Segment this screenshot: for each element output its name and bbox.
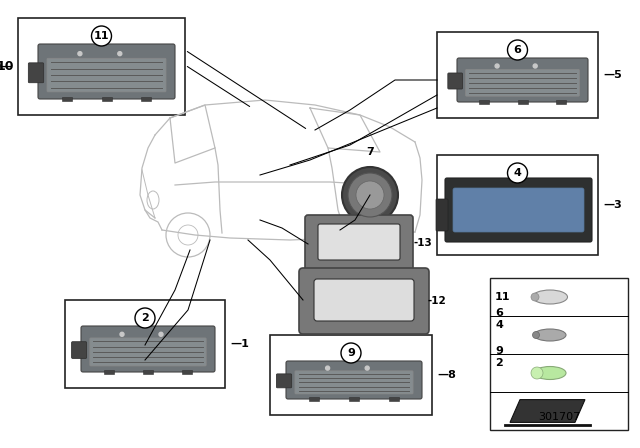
Circle shape [118,52,122,56]
Text: 301707: 301707 [538,412,580,422]
FancyBboxPatch shape [28,63,44,83]
FancyBboxPatch shape [270,335,432,415]
Text: 2: 2 [141,313,149,323]
Circle shape [508,163,527,183]
Ellipse shape [532,290,568,304]
FancyBboxPatch shape [466,69,579,96]
FancyBboxPatch shape [299,268,429,334]
Text: 9: 9 [495,346,503,357]
Text: 4: 4 [513,168,522,178]
FancyBboxPatch shape [453,188,584,232]
FancyBboxPatch shape [286,361,422,399]
Text: 6: 6 [513,45,522,55]
Text: 9: 9 [347,348,355,358]
FancyBboxPatch shape [436,199,448,231]
FancyBboxPatch shape [18,18,185,115]
Ellipse shape [532,332,540,339]
Bar [104,370,114,374]
FancyBboxPatch shape [457,58,588,102]
FancyBboxPatch shape [276,374,292,388]
Text: 4: 4 [495,320,503,331]
Circle shape [365,366,369,370]
Bar [479,100,490,104]
FancyBboxPatch shape [305,215,413,271]
FancyBboxPatch shape [445,178,592,242]
Circle shape [92,26,111,46]
Bar [518,100,527,104]
FancyBboxPatch shape [90,338,206,366]
FancyBboxPatch shape [65,300,225,388]
FancyBboxPatch shape [81,326,215,372]
Bar [490,278,628,430]
Circle shape [135,308,155,328]
Text: —5: —5 [603,70,621,80]
Text: 10—: 10— [0,61,13,72]
Circle shape [326,366,330,370]
Bar [141,97,152,101]
Circle shape [159,332,163,336]
Circle shape [533,64,537,68]
Circle shape [508,40,527,60]
Bar [309,397,319,401]
FancyBboxPatch shape [314,279,414,321]
Ellipse shape [531,293,539,301]
Bar [388,397,399,401]
Ellipse shape [534,329,566,341]
FancyBboxPatch shape [38,44,175,99]
FancyBboxPatch shape [295,371,413,394]
FancyBboxPatch shape [448,73,463,89]
FancyBboxPatch shape [72,342,86,358]
Bar [556,100,566,104]
Text: 11: 11 [93,31,109,41]
Text: 6: 6 [495,309,503,319]
Bar [143,370,153,374]
Text: -12: -12 [428,296,447,306]
Circle shape [342,167,398,223]
Circle shape [531,367,543,379]
Text: —3: —3 [603,200,621,210]
Circle shape [356,181,384,209]
Text: 2: 2 [495,358,503,369]
Bar [102,97,111,101]
FancyBboxPatch shape [318,224,400,260]
Circle shape [341,343,361,363]
Text: 10: 10 [0,60,14,73]
Bar [349,397,359,401]
Bar [182,370,192,374]
FancyBboxPatch shape [47,58,166,92]
Text: —1: —1 [230,339,249,349]
Circle shape [78,52,82,56]
Polygon shape [510,400,585,422]
Text: -13: -13 [413,238,432,248]
Text: —8: —8 [437,370,456,380]
Bar [61,97,72,101]
Circle shape [495,64,499,68]
Text: 7: 7 [366,147,374,157]
Circle shape [348,173,392,217]
Ellipse shape [534,366,566,379]
Circle shape [120,332,124,336]
Text: 11: 11 [495,292,511,302]
FancyBboxPatch shape [437,32,598,118]
FancyBboxPatch shape [437,155,598,255]
